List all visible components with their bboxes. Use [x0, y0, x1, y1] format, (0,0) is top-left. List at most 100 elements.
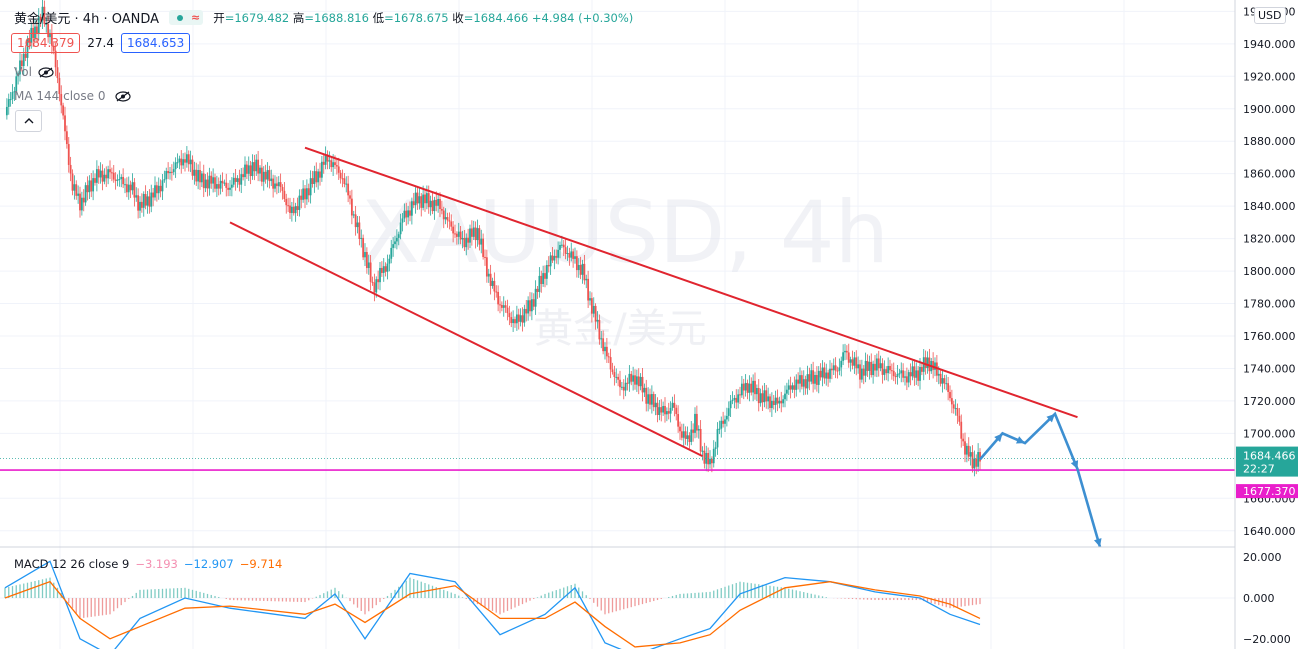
candle-body [5, 106, 8, 116]
candle-body [405, 210, 408, 218]
candle-body [965, 445, 968, 455]
candle-body [622, 386, 625, 391]
candle-body [615, 376, 618, 378]
candle-body [665, 411, 668, 415]
candle-body [754, 380, 756, 395]
candle-body [124, 184, 126, 186]
candle-body [75, 184, 78, 196]
candle-body [264, 171, 267, 180]
candle-body [815, 375, 818, 385]
candle-body [435, 199, 438, 206]
candle-body [671, 402, 674, 408]
candle-body [579, 265, 582, 275]
candle-body [77, 193, 80, 196]
candle-body [566, 253, 569, 255]
candle-body [772, 400, 775, 405]
sell-price-button[interactable]: 1684.379 [11, 33, 81, 53]
candle-body [169, 171, 171, 174]
candle-body [289, 205, 291, 213]
candle-body [742, 383, 745, 391]
candle-body [594, 305, 597, 322]
candle-body [950, 398, 953, 405]
candle-body [274, 183, 276, 189]
candle-body [39, 16, 42, 21]
candle-body [870, 361, 873, 376]
candle-body [257, 159, 260, 174]
candle-body [401, 218, 404, 223]
macd-legend[interactable]: MACD 12 26 close 9 −3.193 −12.907 −9.714 [14, 557, 282, 571]
candle-body [403, 210, 406, 219]
candle-body [320, 161, 323, 178]
candle-body [56, 67, 59, 79]
candle-body [347, 183, 350, 196]
ma-indicator-legend[interactable]: MA 144 close 0 [14, 89, 132, 103]
candle-body [690, 429, 693, 442]
buy-price-button[interactable]: 1684.653 [120, 33, 191, 53]
candle-body [197, 170, 200, 182]
candle-body [7, 99, 10, 107]
candle-body [883, 369, 886, 375]
candle-body [388, 258, 391, 264]
eye-hidden-icon[interactable] [38, 66, 54, 78]
candle-body [637, 376, 640, 387]
volume-indicator-legend[interactable]: Vol [14, 65, 54, 79]
candle-body [22, 53, 25, 67]
candle-body [971, 452, 974, 469]
candle-body [221, 180, 224, 184]
candle-body [529, 300, 531, 312]
candle-body [420, 196, 423, 208]
candle-body [782, 399, 785, 404]
candle-body [335, 165, 338, 167]
candle-body [125, 184, 128, 193]
candle-body [92, 178, 95, 192]
symbol-title[interactable]: 黄金/美元 · 4h · OANDA [14, 12, 160, 27]
candle-body [429, 200, 432, 208]
candle-body [650, 394, 653, 405]
candle-body [845, 350, 848, 353]
candle-body [54, 50, 57, 68]
candle-body [65, 131, 68, 145]
candle-body [703, 450, 706, 464]
candle-body [585, 278, 588, 281]
candle-body [718, 428, 721, 430]
candle-body [154, 185, 156, 198]
collapse-legend-button[interactable] [15, 110, 42, 132]
candle-body [214, 177, 216, 189]
candle-body [752, 380, 755, 393]
eye-hidden-icon[interactable] [115, 90, 132, 102]
candle-body [52, 45, 55, 51]
close-label: 收 [452, 10, 464, 25]
change-value: +4.984 (+0.30%) [531, 10, 634, 25]
candle-body [444, 217, 447, 220]
price-tick-label: 1800.000 [1243, 265, 1296, 278]
candle-body [412, 201, 415, 206]
candle-body [349, 195, 351, 199]
candle-body [885, 369, 888, 374]
candle-body [470, 228, 473, 237]
candle-body [592, 305, 595, 314]
macd-signal-value: −9.714 [239, 557, 283, 571]
interval-label: 4h [82, 12, 100, 27]
candle-body [583, 263, 586, 281]
candle-body [527, 300, 530, 314]
candle-body [729, 400, 732, 409]
candle-body [632, 375, 635, 382]
candle-body [79, 193, 81, 211]
candle-body [360, 237, 363, 239]
candle-body [311, 178, 314, 184]
candle-body [600, 338, 603, 340]
macd-tick-label: 20.000 [1243, 551, 1282, 564]
candle-body [442, 210, 445, 220]
candle-body [532, 299, 535, 307]
candle-body [853, 357, 856, 366]
market-status-pill[interactable]: ≈ [169, 10, 204, 25]
candle-body [49, 32, 51, 38]
price-tick-label: 1880.000 [1243, 135, 1296, 148]
candle-body [330, 160, 333, 168]
currency-button[interactable]: USD [1254, 7, 1286, 24]
candle-body [476, 228, 479, 241]
candle-body [969, 452, 972, 457]
candle-body [304, 188, 306, 200]
candle-body [830, 368, 833, 371]
